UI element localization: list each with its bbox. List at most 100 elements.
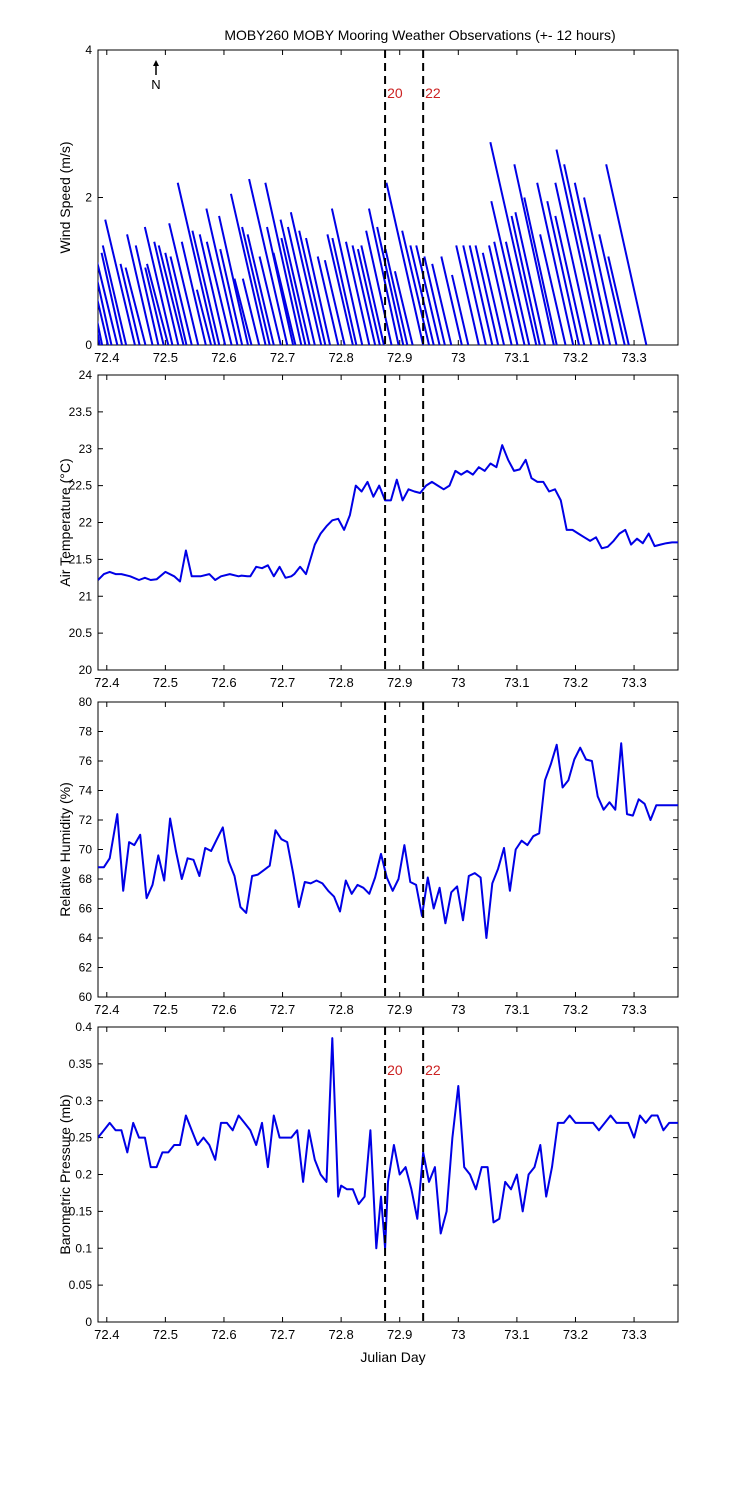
- wind-stick: [205, 241, 233, 345]
- wind-stick: [286, 226, 316, 345]
- wind-stick: [539, 234, 567, 345]
- y-tick-label: 23: [79, 442, 93, 456]
- wind-stick: [330, 208, 364, 345]
- wind-stick: [98, 329, 101, 345]
- x-tick-label: 73: [451, 675, 465, 690]
- wind-stick: [401, 230, 430, 345]
- wind-stick: [198, 234, 227, 345]
- x-tick-label: 72.9: [387, 675, 412, 690]
- wind-stick: [384, 248, 409, 345]
- wind-stick: [468, 245, 494, 345]
- y-tick-label: 21.5: [69, 552, 93, 566]
- wind-stick: [229, 193, 267, 345]
- x-tick-label: 73: [451, 1002, 465, 1017]
- series-line: [98, 742, 678, 939]
- x-tick-label: 72.8: [328, 675, 353, 690]
- wind-stick: [573, 182, 612, 345]
- y-tick-label: 4: [85, 43, 92, 57]
- wind-stick: [126, 234, 154, 345]
- wind-stick: [119, 263, 141, 345]
- x-tick-label: 72.5: [153, 1002, 178, 1017]
- wind-stick: [514, 212, 546, 345]
- x-tick-label: 72.5: [153, 350, 178, 365]
- series: [98, 444, 678, 583]
- wind-stick: [241, 226, 271, 345]
- x-tick-label: 72.6: [211, 1002, 236, 1017]
- y-tick-label: 20: [79, 663, 93, 677]
- y-tick-label: 0.25: [69, 1131, 93, 1145]
- wind-stick: [455, 245, 480, 345]
- wind-stick: [248, 178, 289, 345]
- series: [98, 1037, 678, 1250]
- x-tick-label: 72.4: [94, 1002, 119, 1017]
- event-marker-label: 20: [387, 85, 403, 101]
- wind-stick: [298, 230, 327, 345]
- wind-stick: [280, 237, 307, 345]
- wind-stick: [474, 245, 500, 345]
- x-tick-label: 72.4: [94, 1327, 119, 1342]
- y-tick-label: 72: [79, 813, 93, 827]
- x-tick-label: 72.4: [94, 350, 119, 365]
- x-tick-label: 72.7: [270, 675, 295, 690]
- wind-stick: [513, 164, 555, 345]
- wind-stick: [264, 182, 303, 345]
- wind-stick: [605, 164, 648, 345]
- wind-stick: [191, 230, 221, 345]
- y-tick-label: 20.5: [69, 626, 93, 640]
- wind-stick: [272, 252, 297, 345]
- y-tick-label: 0.1: [75, 1241, 92, 1255]
- wind-stick: [169, 256, 193, 345]
- wind-stick: [176, 182, 217, 345]
- north-arrow-head-icon: [153, 60, 159, 66]
- wind-stick: [258, 256, 282, 345]
- panel-3: 72.4 72.5 72.6 72.7 72.8 72.9 73 73.1 73.2 73.3 60…: [57, 695, 679, 1017]
- wind-stick: [323, 259, 346, 345]
- y-tick-label: 66: [79, 902, 93, 916]
- wind-stick: [168, 223, 200, 345]
- wind-stick: [124, 267, 147, 345]
- y-tick-label: 76: [79, 754, 93, 768]
- x-tick-label: 72.8: [328, 1002, 353, 1017]
- y-tick-label: 0.3: [75, 1094, 92, 1108]
- x-tick-label: 73.1: [504, 1002, 529, 1017]
- wind-stick: [351, 245, 377, 345]
- x-axis-label: Julian Day: [360, 1349, 425, 1365]
- y-tick-label: 22: [79, 516, 93, 530]
- chart-title: MOBY260 MOBY Mooring Weather Observation…: [224, 27, 615, 43]
- y-tick-label: 0: [85, 338, 92, 352]
- wind-stick: [536, 182, 575, 345]
- y-tick-label: 62: [79, 961, 93, 975]
- wind-stick: [180, 241, 207, 345]
- wind-stick: [289, 212, 323, 345]
- wind-stick: [205, 208, 239, 345]
- y-tick-label: 2: [85, 191, 92, 205]
- wind-stick: [554, 182, 593, 345]
- wind-stick: [481, 252, 505, 345]
- panel-1: 72.4 72.5 72.6 72.7 72.8 72.9 73 73.1 73.2 73.3 0 2…: [57, 43, 679, 365]
- y-tick-label: 0.05: [69, 1278, 93, 1292]
- y-tick-label: 60: [79, 990, 93, 1004]
- wind-stick: [376, 226, 405, 345]
- y-tick-label: 0.2: [75, 1168, 92, 1182]
- x-tick-label: 72.9: [387, 1327, 412, 1342]
- y-axis-label: Barometric Pressure (mb): [57, 1094, 73, 1254]
- event-marker-label: 22: [425, 85, 441, 101]
- wind-stick: [266, 226, 295, 345]
- panel-2: 72.4 72.5 72.6 72.7 72.8 72.9 73 73.1 73.2 73.3 20…: [57, 368, 679, 690]
- y-tick-label: 0: [85, 1315, 92, 1329]
- series-line: [98, 444, 678, 583]
- y-tick-label: 23.5: [69, 405, 93, 419]
- panels: 72.4 72.5 72.6 72.7 72.8 72.9 73 73.1 73.2 73.3 0 2…: [57, 43, 679, 1342]
- wind-stick: [489, 141, 538, 345]
- series: [98, 141, 648, 345]
- wind-stick: [219, 248, 244, 345]
- wind-stick: [546, 200, 580, 345]
- wind-stick: [393, 271, 414, 345]
- wind-stick: [146, 263, 170, 345]
- wind-stick: [164, 252, 188, 345]
- x-tick-label: 72.7: [270, 1327, 295, 1342]
- wind-stick: [134, 245, 160, 345]
- wind-stick: [218, 215, 249, 345]
- x-tick-label: 73.2: [563, 1002, 588, 1017]
- wind-stick: [100, 252, 123, 345]
